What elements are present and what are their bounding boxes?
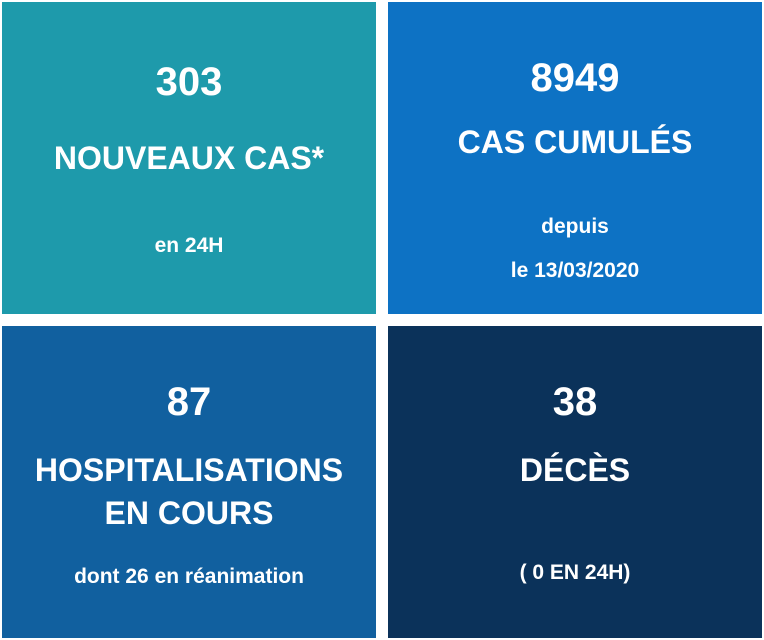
hospitalisations-label2: EN COURS [104,495,274,531]
deaths-label: DÉCÈS [519,452,631,488]
new-cases-number: 303 [155,60,223,104]
deaths-tile: 38 DÉCÈS ( 0 EN 24H) [388,326,762,638]
deaths-number: 38 [552,380,598,424]
hospitalisations-sub: dont 26 en réanimation [74,565,304,588]
hospitalisations-label1: HOSPITALISATIONS [34,452,344,488]
cumulative-cases-sub1: depuis [541,215,609,238]
cumulative-cases-label: CAS CUMULÉS [457,124,693,160]
deaths-sub: ( 0 EN 24H) [519,561,631,584]
new-cases-tile: 303 NOUVEAUX CAS* en 24H [2,2,376,314]
hospitalisations-number: 87 [166,380,212,424]
hospitalisations-tile: 87 HOSPITALISATIONS EN COURS dont 26 en … [2,326,376,638]
cumulative-cases-sub2: le 13/03/2020 [510,259,640,282]
cumulative-cases-tile: 8949 CAS CUMULÉS depuis le 13/03/2020 [388,2,762,314]
new-cases-sub: en 24H [154,234,224,257]
new-cases-label: NOUVEAUX CAS* [53,140,325,176]
cumulative-cases-number: 8949 [530,56,620,100]
